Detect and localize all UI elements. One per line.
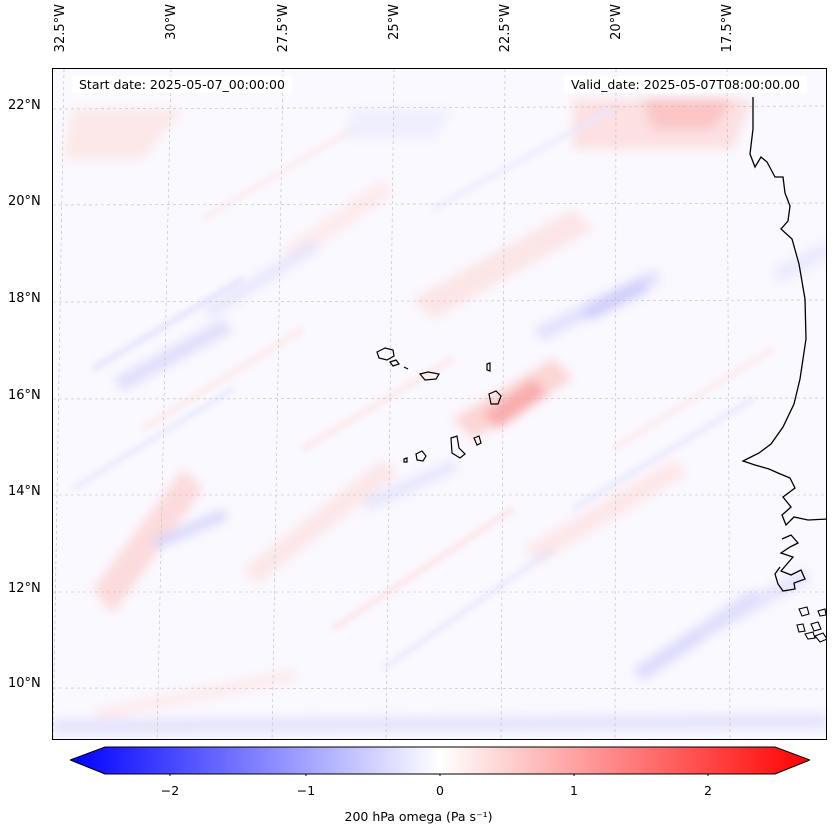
- lon-label-30W: 30°W: [164, 4, 179, 40]
- colorbar-gradient: [70, 746, 810, 775]
- african-coastline: [741, 97, 826, 592]
- lon-label-27.5W: 27.5°W: [276, 4, 291, 53]
- island-sao-nicolau: [418, 371, 440, 381]
- omega-field-streaks: [71, 106, 775, 672]
- lat-label-16N: 16°N: [8, 388, 41, 403]
- island-santiago: [450, 435, 466, 459]
- island-maio: [473, 435, 482, 446]
- valid-date-label: Valid_date: 2025-05-07T08:00:00.00: [563, 76, 807, 93]
- lat-label-10N: 10°N: [8, 676, 41, 691]
- colorbar-label: 200 hPa omega (Pa s⁻¹): [344, 809, 493, 824]
- island-santo-antao: [376, 347, 395, 361]
- island-sal: [486, 362, 491, 372]
- colorbar-tick-neg1: −1: [296, 783, 316, 798]
- colorbar-tick-1: 1: [570, 783, 578, 798]
- start-date-label: Start date: 2025-05-07_00:00:00: [72, 76, 292, 93]
- lon-label-20W: 20°W: [609, 4, 624, 40]
- colorbar-tick-0: 0: [436, 783, 444, 798]
- bissagos-islands: [796, 606, 826, 643]
- island-brava: [403, 457, 408, 463]
- lat-label-14N: 14°N: [8, 484, 41, 499]
- island-sao-vicente: [389, 359, 400, 367]
- colorbar-tick-neg2: −2: [160, 783, 180, 798]
- omega-field-map: [53, 69, 826, 739]
- field-background: [53, 69, 826, 739]
- lon-label-17.5W: 17.5°W: [720, 4, 735, 53]
- cape-verde-islands: [376, 347, 502, 463]
- lon-label-32.5W: 32.5°W: [53, 4, 68, 53]
- lon-label-22.5W: 22.5°W: [498, 4, 513, 53]
- lat-label-12N: 12°N: [8, 581, 41, 596]
- colorbar-tick-2: 2: [704, 783, 712, 798]
- island-boa-vista: [488, 390, 502, 405]
- omega-field-bands: [53, 99, 826, 734]
- colorbar-ticks: [169, 774, 709, 776]
- map-panel[interactable]: [52, 68, 827, 740]
- lat-label-20N: 20°N: [8, 194, 41, 209]
- map-gridlines: [53, 69, 826, 739]
- lat-label-18N: 18°N: [8, 291, 41, 306]
- island-santa-luzia: [403, 366, 409, 370]
- island-fogo: [415, 450, 427, 462]
- lat-label-22N: 22°N: [8, 98, 41, 113]
- colorbar: [70, 746, 810, 776]
- lon-label-25W: 25°W: [387, 4, 402, 40]
